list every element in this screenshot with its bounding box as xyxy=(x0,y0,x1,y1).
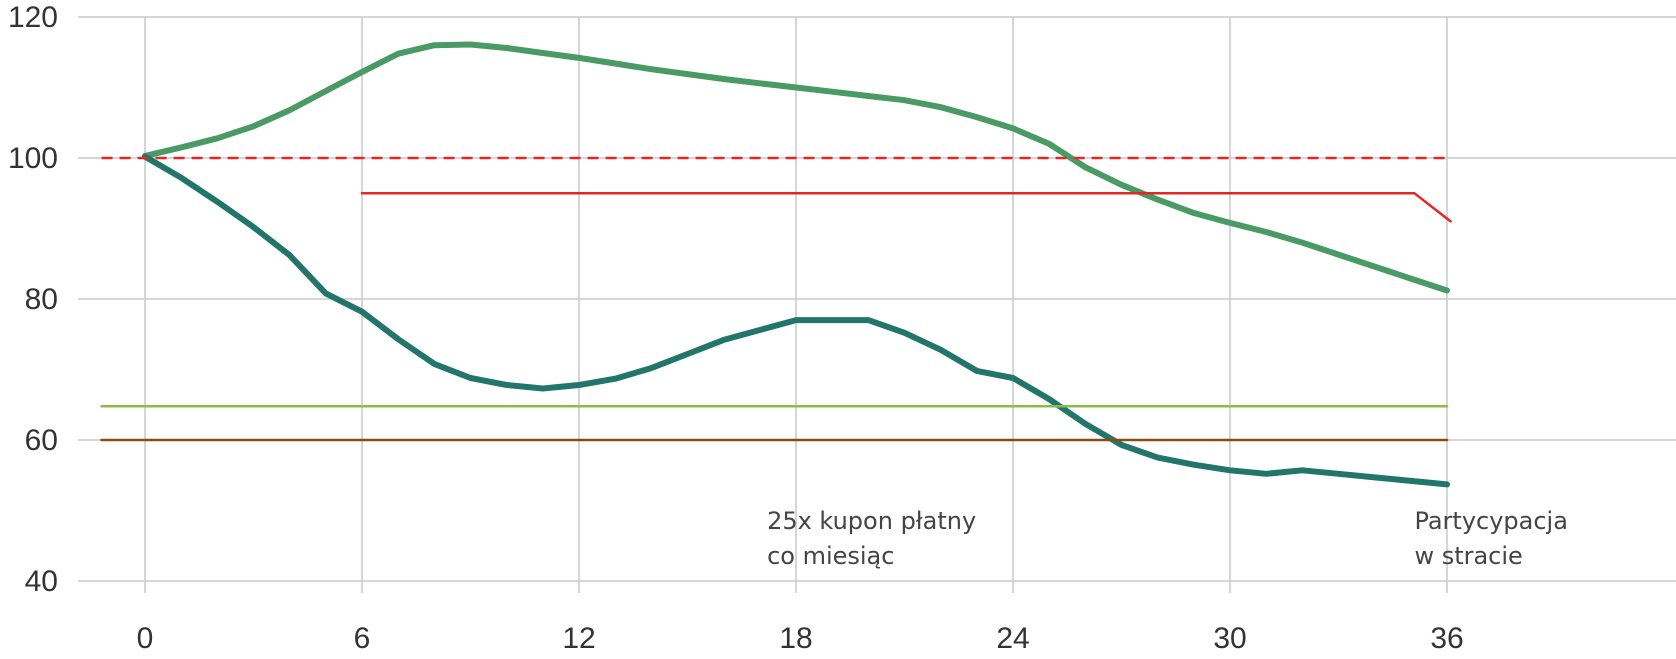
annotation-line: co miesiąc xyxy=(767,542,894,570)
y-tick-label: 80 xyxy=(25,283,58,316)
annotation-line: Partycypacja xyxy=(1414,507,1568,535)
y-tick-label: 100 xyxy=(8,142,58,175)
annotation-line: 25x kupon płatny xyxy=(767,507,976,535)
y-tick-label: 40 xyxy=(25,565,58,598)
annotation-1: 25x kupon płatny co miesiąc xyxy=(767,507,976,570)
annotations-layer: 25x kupon płatny co miesiąc Partycypacja w … xyxy=(767,507,1568,570)
x-tick-label: 36 xyxy=(1430,622,1463,655)
x-axis-ticks: 0 6 12 18 24 30 36 xyxy=(137,622,1464,655)
x-tick-label: 30 xyxy=(1213,622,1246,655)
series-layer xyxy=(100,41,1452,488)
series-line-1 xyxy=(142,41,1450,294)
y-tick-label: 120 xyxy=(8,1,58,34)
x-tick-label: 12 xyxy=(562,622,595,655)
vertical-gridlines xyxy=(144,17,1448,593)
x-tick-label: 24 xyxy=(996,622,1029,655)
horizontal-gridlines xyxy=(78,16,1676,582)
series-line-4 xyxy=(360,192,1452,223)
y-tick-label: 60 xyxy=(25,424,58,457)
x-tick-label: 0 xyxy=(137,622,154,655)
annotation-2: Partycypacja w stracie xyxy=(1414,507,1568,570)
x-tick-label: 6 xyxy=(354,622,371,655)
annotation-line: w stracie xyxy=(1414,542,1522,570)
series-line-2 xyxy=(142,153,1450,488)
x-tick-label: 18 xyxy=(779,622,812,655)
y-axis-ticks: 40 60 80 100 120 xyxy=(8,1,58,598)
